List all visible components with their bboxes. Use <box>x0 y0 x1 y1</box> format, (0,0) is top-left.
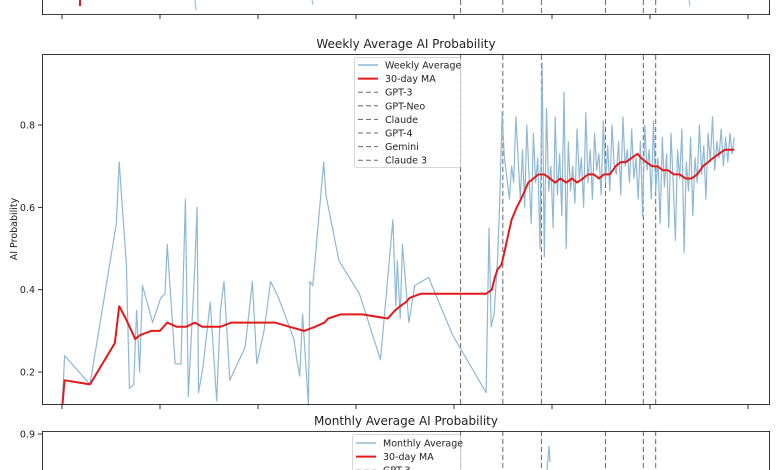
weekly-legend: Weekly Average 30-day MA GPT-3 GPT-Neo Claud… <box>354 57 461 168</box>
top-panel-xticks <box>61 15 749 19</box>
weekly-legend-box <box>354 57 461 168</box>
monthly-average-spike <box>546 445 551 470</box>
weekly-y-ticks: 0.2 0.4 0.6 0.8 <box>20 121 42 379</box>
monthly-chart-title: Monthly Average AI Probability <box>314 414 498 428</box>
moving-average-line <box>61 148 735 406</box>
monthly-y-tick-label: 0.9 <box>20 430 35 441</box>
weekly-plot-frame <box>42 54 770 405</box>
legend-label-gpt-4: GPT-4 <box>385 129 413 140</box>
legend-label-claude: Claude <box>385 115 418 126</box>
monthly-y-ticks: 0.9 <box>20 430 42 441</box>
legend-label-30-day-ma: 30-day MA <box>385 74 436 85</box>
weekly-panel: Weekly Average AI Probability 0.20.40.60… <box>9 37 770 409</box>
legend-label-gemini: Gemini <box>385 142 419 153</box>
weekly-average-line <box>61 62 735 406</box>
legend-label-gpt-3: GPT-3 <box>383 466 411 470</box>
legend-label-30-day-ma: 30-day MA <box>383 452 434 463</box>
monthly-legend: Monthly Average 30-day MA GPT-3 <box>352 434 463 470</box>
weekly-legend-items: Weekly Average 30-day MA GPT-3 GPT-Neo Claud… <box>358 61 461 167</box>
legend-label-weekly-average: Weekly Average <box>385 61 461 72</box>
y-tick-label: 0.6 <box>20 203 35 214</box>
top-panel-blue-fragment <box>194 0 691 11</box>
monthly-panel: Monthly Average AI Probability 0.9 Month… <box>20 414 770 470</box>
weekly-xticks <box>61 405 749 409</box>
legend-label-gpt-3: GPT-3 <box>385 88 413 99</box>
weekly-chart-title: Weekly Average AI Probability <box>316 37 495 51</box>
monthly-legend-items: Monthly Average 30-day MA GPT-3 <box>356 439 463 470</box>
y-tick-label: 0.2 <box>20 368 35 379</box>
y-tick-label: 0.4 <box>20 285 35 296</box>
y-axis-label: AI Probability <box>9 197 20 260</box>
legend-label-monthly-average: Monthly Average <box>383 439 463 450</box>
legend-label-claude-3: Claude 3 <box>385 156 427 167</box>
monthly-event-lines <box>460 431 657 470</box>
weekly-event-lines <box>460 55 657 405</box>
y-tick-label: 0.8 <box>20 121 35 132</box>
top-panel-event-lines <box>460 0 657 15</box>
top-panel <box>42 0 770 19</box>
monthly-legend-box <box>352 434 461 470</box>
legend-label-gpt-neo: GPT-Neo <box>385 101 425 112</box>
